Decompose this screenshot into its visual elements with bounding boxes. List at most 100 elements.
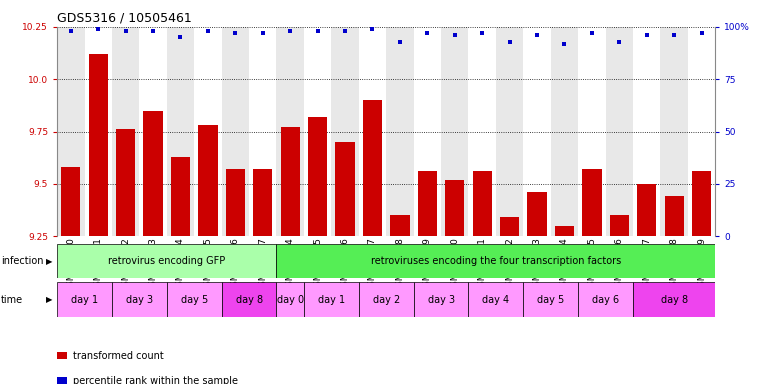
Text: transformed count: transformed count <box>73 351 164 361</box>
Point <box>559 41 571 47</box>
Point <box>339 28 351 34</box>
Bar <box>414 27 441 236</box>
Bar <box>524 282 578 317</box>
Bar <box>308 117 327 236</box>
Bar <box>112 27 139 236</box>
Bar <box>57 282 112 317</box>
Bar <box>304 282 358 317</box>
Bar <box>221 282 276 317</box>
Bar <box>139 27 167 236</box>
Bar <box>527 192 546 236</box>
Bar <box>469 282 524 317</box>
Bar <box>276 282 304 317</box>
Bar <box>445 180 464 236</box>
Bar <box>473 171 492 236</box>
Text: ▶: ▶ <box>46 257 53 266</box>
Bar <box>692 171 712 236</box>
Bar <box>637 184 657 236</box>
Point <box>422 30 434 36</box>
Point <box>613 38 626 45</box>
Bar <box>441 27 469 236</box>
Bar <box>331 27 358 236</box>
Point <box>174 34 186 40</box>
Bar <box>418 171 437 236</box>
Bar <box>551 27 578 236</box>
Bar <box>144 111 163 236</box>
Bar <box>390 215 409 236</box>
Point <box>284 28 296 34</box>
Bar <box>167 27 194 236</box>
Point <box>586 30 598 36</box>
Bar <box>199 125 218 236</box>
Text: retrovirus encoding GFP: retrovirus encoding GFP <box>108 256 225 266</box>
Bar <box>358 282 414 317</box>
Point <box>202 28 214 34</box>
Bar <box>414 282 469 317</box>
Bar <box>61 167 81 236</box>
Bar <box>555 226 574 236</box>
Bar <box>336 142 355 236</box>
Bar <box>167 282 221 317</box>
Bar <box>633 282 715 317</box>
Text: day 3: day 3 <box>126 295 153 305</box>
Text: GDS5316 / 10505461: GDS5316 / 10505461 <box>57 11 192 24</box>
Bar <box>633 27 661 236</box>
Bar <box>304 27 331 236</box>
Bar <box>249 27 276 236</box>
Text: ▶: ▶ <box>46 295 53 304</box>
Text: day 5: day 5 <box>537 295 565 305</box>
Bar <box>253 169 272 236</box>
Bar <box>281 127 300 236</box>
Bar <box>171 157 190 236</box>
Bar <box>112 282 167 317</box>
Bar <box>194 27 221 236</box>
Bar <box>88 54 108 236</box>
Bar <box>57 244 276 278</box>
Point <box>256 30 269 36</box>
Bar <box>84 27 112 236</box>
Bar <box>358 27 386 236</box>
Bar <box>661 27 688 236</box>
Bar <box>500 217 519 236</box>
Text: day 4: day 4 <box>482 295 509 305</box>
Point <box>449 32 461 38</box>
Text: day 1: day 1 <box>71 295 98 305</box>
Bar <box>116 129 135 236</box>
Bar <box>524 27 551 236</box>
Bar <box>610 215 629 236</box>
Point <box>366 26 378 32</box>
Point <box>394 38 406 45</box>
Text: percentile rank within the sample: percentile rank within the sample <box>73 376 238 384</box>
Bar <box>578 27 606 236</box>
Point <box>65 28 77 34</box>
Bar <box>57 27 84 236</box>
Text: day 3: day 3 <box>428 295 454 305</box>
Text: retroviruses encoding the four transcription factors: retroviruses encoding the four transcrip… <box>371 256 621 266</box>
Point <box>147 28 159 34</box>
Text: day 6: day 6 <box>592 295 619 305</box>
Text: day 8: day 8 <box>661 295 688 305</box>
Bar <box>276 244 715 278</box>
Bar <box>386 27 414 236</box>
Bar <box>226 169 245 236</box>
Text: day 0: day 0 <box>277 295 304 305</box>
Bar <box>496 27 524 236</box>
Text: day 8: day 8 <box>235 295 263 305</box>
Bar <box>578 282 633 317</box>
Point <box>92 26 104 32</box>
Bar <box>221 27 249 236</box>
Text: day 1: day 1 <box>318 295 345 305</box>
Point <box>119 28 132 34</box>
Point <box>641 32 653 38</box>
Point <box>504 38 516 45</box>
Bar <box>276 27 304 236</box>
Text: infection: infection <box>1 256 43 266</box>
Bar <box>582 169 601 236</box>
Bar <box>688 27 715 236</box>
Point <box>311 28 323 34</box>
Bar <box>664 196 684 236</box>
Text: day 2: day 2 <box>373 295 400 305</box>
Point <box>696 30 708 36</box>
Point <box>476 30 489 36</box>
Point <box>668 32 680 38</box>
